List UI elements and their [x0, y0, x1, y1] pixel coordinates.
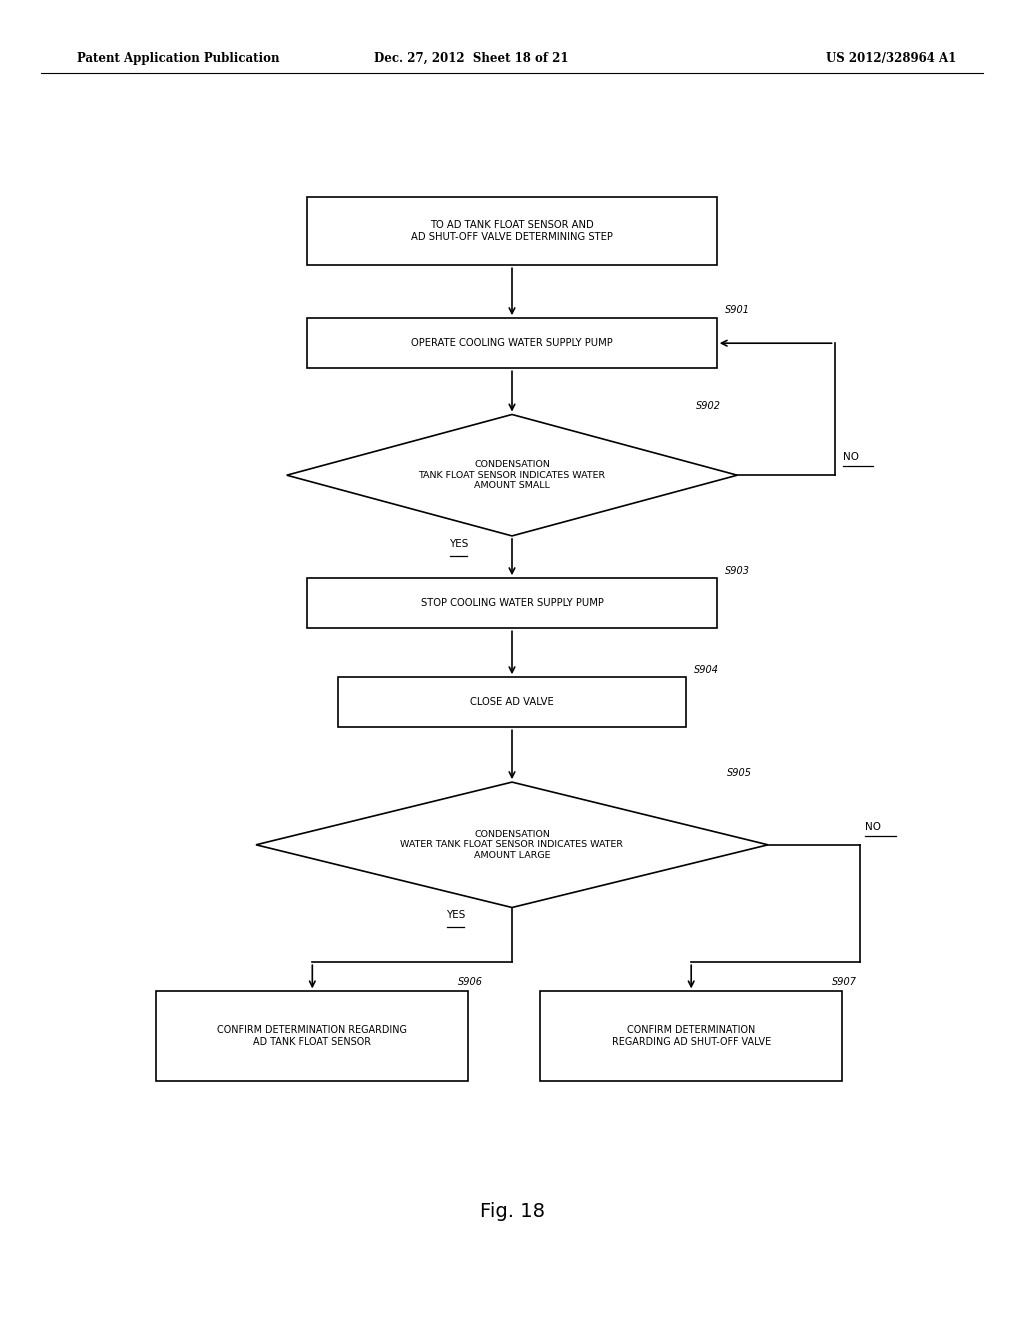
Text: CONFIRM DETERMINATION
REGARDING AD SHUT-OFF VALVE: CONFIRM DETERMINATION REGARDING AD SHUT-…: [611, 1026, 771, 1047]
Text: TO AD TANK FLOAT SENSOR AND
AD SHUT-OFF VALVE DETERMINING STEP: TO AD TANK FLOAT SENSOR AND AD SHUT-OFF …: [411, 220, 613, 242]
Bar: [307, 197, 717, 265]
Text: Patent Application Publication: Patent Application Publication: [77, 51, 280, 65]
Text: CONDENSATION
WATER TANK FLOAT SENSOR INDICATES WATER
AMOUNT LARGE: CONDENSATION WATER TANK FLOAT SENSOR IND…: [400, 830, 624, 859]
Bar: [307, 318, 717, 368]
Text: S905: S905: [727, 768, 752, 777]
Text: CONFIRM DETERMINATION REGARDING
AD TANK FLOAT SENSOR: CONFIRM DETERMINATION REGARDING AD TANK …: [217, 1026, 408, 1047]
Text: YES: YES: [446, 911, 465, 920]
Text: S906: S906: [459, 977, 483, 987]
Text: YES: YES: [450, 539, 468, 549]
Text: CONDENSATION
TANK FLOAT SENSOR INDICATES WATER
AMOUNT SMALL: CONDENSATION TANK FLOAT SENSOR INDICATES…: [419, 461, 605, 490]
Text: NO: NO: [843, 451, 859, 462]
Bar: [338, 677, 686, 727]
Bar: [541, 991, 842, 1081]
Bar: [307, 578, 717, 628]
Text: S902: S902: [696, 400, 721, 411]
Text: STOP COOLING WATER SUPPLY PUMP: STOP COOLING WATER SUPPLY PUMP: [421, 598, 603, 609]
Text: US 2012/328964 A1: US 2012/328964 A1: [825, 51, 956, 65]
Text: Fig. 18: Fig. 18: [479, 1203, 545, 1221]
Text: S901: S901: [725, 305, 750, 315]
Text: S907: S907: [831, 977, 857, 987]
Polygon shape: [256, 781, 768, 908]
Polygon shape: [287, 414, 737, 536]
Text: NO: NO: [865, 821, 882, 832]
Bar: [156, 991, 469, 1081]
Text: CLOSE AD VALVE: CLOSE AD VALVE: [470, 697, 554, 708]
Text: S904: S904: [694, 664, 719, 675]
Text: OPERATE COOLING WATER SUPPLY PUMP: OPERATE COOLING WATER SUPPLY PUMP: [411, 338, 613, 348]
Text: Dec. 27, 2012  Sheet 18 of 21: Dec. 27, 2012 Sheet 18 of 21: [374, 51, 568, 65]
Text: S903: S903: [725, 565, 750, 576]
